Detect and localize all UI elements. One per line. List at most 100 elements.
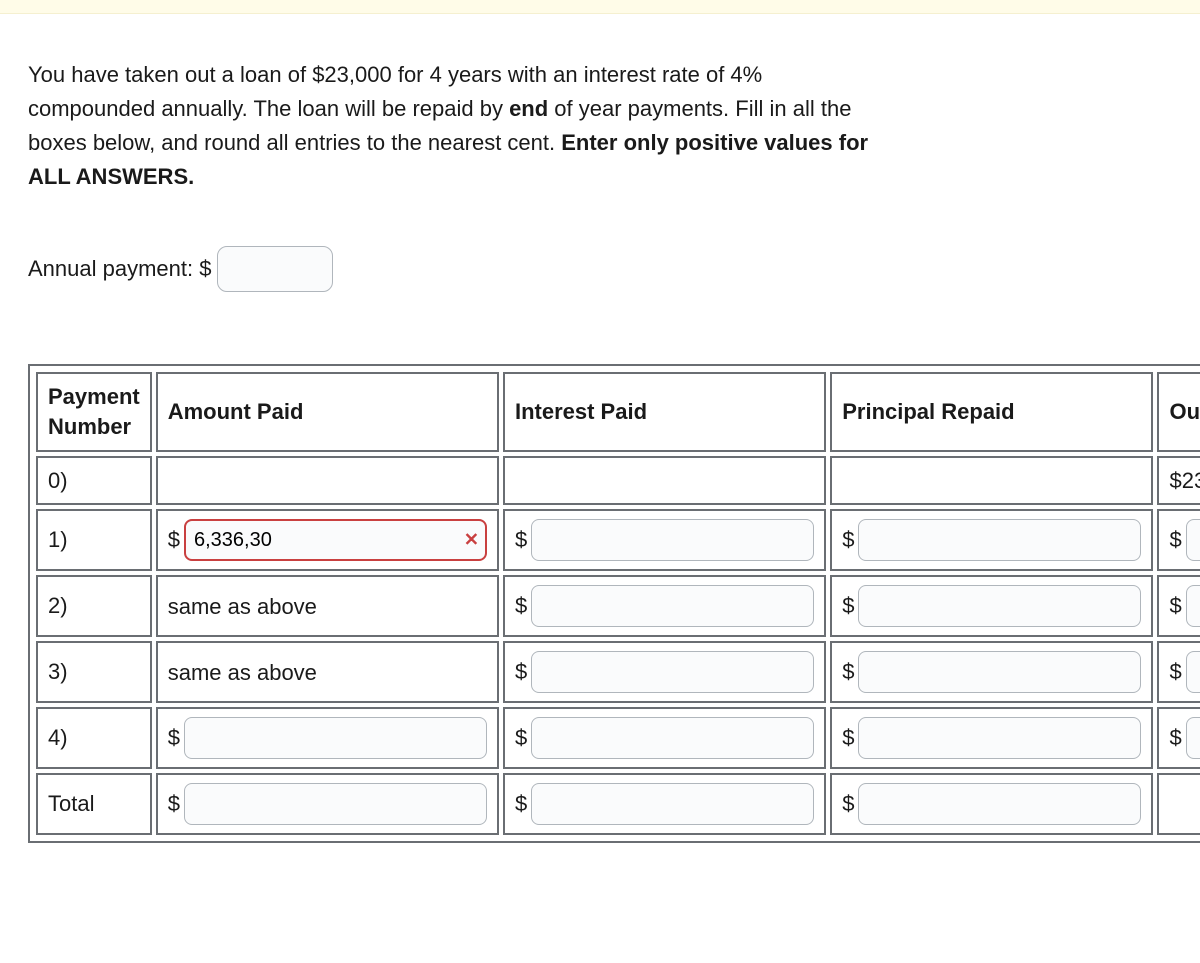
cell-input-wrap: $ bbox=[842, 717, 1141, 759]
cell-outstanding-balance: $ bbox=[1157, 707, 1200, 769]
principal-input-5[interactable] bbox=[858, 783, 1141, 825]
header-principal-repaid: Principal Repaid bbox=[830, 372, 1153, 451]
q-line2a: compounded annually. The loan will be re… bbox=[28, 96, 509, 121]
cell-outstanding-balance: $23,000 bbox=[1157, 456, 1200, 506]
cell-principal-repaid: $ bbox=[830, 575, 1153, 637]
q-line3a: boxes below, and round all entries to th… bbox=[28, 130, 561, 155]
cell-interest-paid: $ bbox=[503, 773, 826, 835]
dollar-prefix: $ bbox=[1169, 659, 1181, 685]
balance-input-1[interactable] bbox=[1186, 519, 1200, 561]
dollar-prefix: $ bbox=[515, 725, 527, 751]
cell-interest-paid: $ bbox=[503, 575, 826, 637]
interest-input-3[interactable] bbox=[531, 651, 814, 693]
amortization-table: Payment Number Amount Paid Interest Paid… bbox=[28, 364, 1200, 843]
table-row: 0) $23,000 bbox=[36, 456, 1200, 506]
cell-interest-paid: $ bbox=[503, 509, 826, 571]
header-interest-paid: Interest Paid bbox=[503, 372, 826, 451]
cell-input-wrap: $ bbox=[515, 585, 814, 627]
annual-payment-input[interactable] bbox=[217, 246, 333, 292]
cell-amount-paid: same as above bbox=[156, 575, 499, 637]
cell-payment-number: Total bbox=[36, 773, 152, 835]
dollar-prefix: $ bbox=[1169, 527, 1181, 553]
dollar-prefix: $ bbox=[515, 659, 527, 685]
cell-interest-paid: $ bbox=[503, 707, 826, 769]
q-line1: You have taken out a loan of $23,000 for… bbox=[28, 62, 762, 87]
cell-amount-paid: $ bbox=[156, 707, 499, 769]
cell-principal-repaid: $ bbox=[830, 773, 1153, 835]
table-row: 4) $ $ $ $ bbox=[36, 707, 1200, 769]
cell-text-amount-3: same as above bbox=[168, 660, 317, 685]
dollar-prefix: $ bbox=[168, 725, 180, 751]
cell-principal-repaid: $ bbox=[830, 707, 1153, 769]
annual-payment-row: Annual payment: $ bbox=[28, 246, 1152, 292]
amount-input-1[interactable] bbox=[184, 519, 487, 561]
cell-amount-paid: same as above bbox=[156, 641, 499, 703]
cell-payment-number: 2) bbox=[36, 575, 152, 637]
cell-amount-paid: $✕ bbox=[156, 509, 499, 571]
cell-interest-paid: $ bbox=[503, 641, 826, 703]
dollar-prefix: $ bbox=[842, 725, 854, 751]
cell-input-wrap: $ bbox=[515, 651, 814, 693]
cell-text-amount-2: same as above bbox=[168, 594, 317, 619]
q-line4: ALL ANSWERS. bbox=[28, 164, 194, 189]
principal-input-4[interactable] bbox=[858, 717, 1141, 759]
dollar-prefix: $ bbox=[515, 593, 527, 619]
cell-payment-number: 1) bbox=[36, 509, 152, 571]
cell-input-wrap: $ bbox=[842, 651, 1141, 693]
dollar-prefix: $ bbox=[168, 791, 180, 817]
cell-payment-number: 4) bbox=[36, 707, 152, 769]
wrong-input-wrap: ✕ bbox=[184, 519, 487, 561]
dollar-prefix: $ bbox=[842, 791, 854, 817]
balance-input-3[interactable] bbox=[1186, 651, 1200, 693]
dollar-prefix: $ bbox=[1169, 593, 1181, 619]
cell-input-wrap: $ bbox=[1169, 585, 1200, 627]
cell-input-wrap: $ bbox=[515, 519, 814, 561]
balance-input-2[interactable] bbox=[1186, 585, 1200, 627]
table-row: 1)$✕$$$ bbox=[36, 509, 1200, 571]
question-content: You have taken out a loan of $23,000 for… bbox=[0, 14, 1180, 871]
table-row: 3) same as above $ $ $ bbox=[36, 641, 1200, 703]
question-text: You have taken out a loan of $23,000 for… bbox=[28, 58, 1152, 194]
table-row: Total $ $ $ bbox=[36, 773, 1200, 835]
cell-input-wrap: $ bbox=[168, 783, 487, 825]
cell-input-wrap: $ bbox=[1169, 717, 1200, 759]
cell-text-balance-0: $23,000 bbox=[1169, 468, 1200, 493]
cell-payment-number: 3) bbox=[36, 641, 152, 703]
cell-input-wrap: $ bbox=[842, 783, 1141, 825]
interest-input-4[interactable] bbox=[531, 717, 814, 759]
table-row: 2) same as above $ $ $ bbox=[36, 575, 1200, 637]
principal-input-2[interactable] bbox=[858, 585, 1141, 627]
cell-amount-paid: $ bbox=[156, 773, 499, 835]
cell-outstanding-balance: $ bbox=[1157, 509, 1200, 571]
cell-input-wrap: $✕ bbox=[168, 519, 487, 561]
interest-input-5[interactable] bbox=[531, 783, 814, 825]
q-line2c: of year payments. Fill in all the bbox=[548, 96, 851, 121]
principal-input-1[interactable] bbox=[858, 519, 1141, 561]
dollar-prefix: $ bbox=[168, 527, 180, 553]
header-payment-number: Payment Number bbox=[36, 372, 152, 451]
cell-interest-paid bbox=[503, 456, 826, 506]
dollar-prefix: $ bbox=[515, 791, 527, 817]
table-header-row: Payment Number Amount Paid Interest Paid… bbox=[36, 372, 1200, 451]
dollar-prefix: $ bbox=[842, 659, 854, 685]
cell-outstanding-balance bbox=[1157, 773, 1200, 835]
q-line2b: end bbox=[509, 96, 548, 121]
amount-input-4[interactable] bbox=[184, 717, 487, 759]
cell-input-wrap: $ bbox=[842, 519, 1141, 561]
cell-outstanding-balance: $ bbox=[1157, 575, 1200, 637]
cell-principal-repaid bbox=[830, 456, 1153, 506]
annual-payment-label: Annual payment: $ bbox=[28, 256, 211, 282]
dollar-prefix: $ bbox=[515, 527, 527, 553]
dollar-prefix: $ bbox=[842, 593, 854, 619]
q-line3b: Enter only positive values for bbox=[561, 130, 868, 155]
interest-input-1[interactable] bbox=[531, 519, 814, 561]
cell-payment-number: 0) bbox=[36, 456, 152, 506]
amount-input-5[interactable] bbox=[184, 783, 487, 825]
dollar-prefix: $ bbox=[842, 527, 854, 553]
interest-input-2[interactable] bbox=[531, 585, 814, 627]
header-amount-paid: Amount Paid bbox=[156, 372, 499, 451]
dollar-prefix: $ bbox=[1169, 725, 1181, 751]
principal-input-3[interactable] bbox=[858, 651, 1141, 693]
balance-input-4[interactable] bbox=[1186, 717, 1200, 759]
cell-input-wrap: $ bbox=[515, 783, 814, 825]
